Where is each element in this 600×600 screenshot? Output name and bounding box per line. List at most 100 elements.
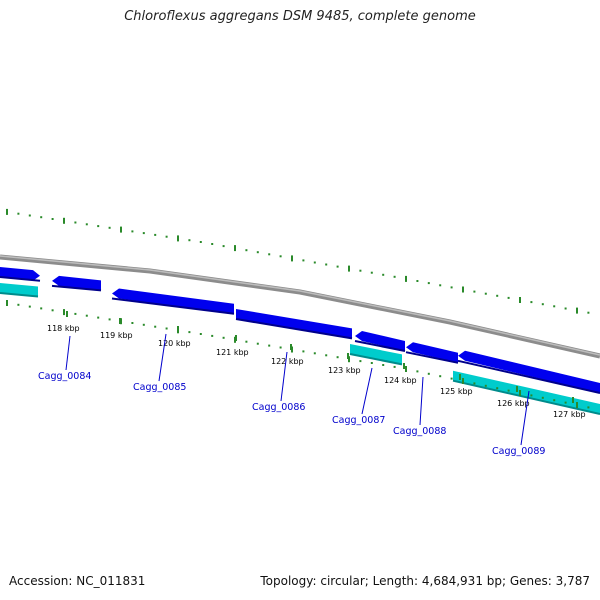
- skew-mark: [530, 394, 533, 397]
- skew-mark: [393, 275, 396, 278]
- cds-arrow: [406, 342, 458, 363]
- cds-arrow: [458, 350, 600, 393]
- skew-mark: [541, 303, 544, 306]
- skew-mark: [496, 387, 499, 390]
- skew-mark: [142, 232, 145, 235]
- skew-mark: [256, 251, 259, 254]
- skew-mark: [108, 318, 111, 321]
- skew-mark: [530, 301, 533, 304]
- tick-label: 126 kbp: [497, 399, 530, 408]
- skew-mark: [291, 255, 293, 262]
- skew-mark: [439, 284, 442, 287]
- gene-label: Cagg_0084: [38, 371, 91, 382]
- skew-mark: [142, 323, 145, 326]
- rna-arrow: [453, 370, 600, 414]
- backbone-line: [0, 254, 600, 359]
- skew-mark: [245, 340, 248, 343]
- skew-mark: [313, 352, 316, 355]
- skew-mark: [279, 346, 282, 349]
- rna-arrow-shade: [349, 353, 403, 366]
- tick-mark: [403, 363, 405, 369]
- gene-leader-line: [65, 335, 71, 371]
- gene-leader-line: [520, 390, 530, 446]
- skew-mark: [97, 316, 100, 319]
- skew-mark: [74, 312, 77, 315]
- skew-mark: [6, 208, 8, 215]
- genome-summary-text: Topology: circular; Length: 4,684,931 bp…: [260, 574, 590, 588]
- skew-mark: [484, 384, 487, 387]
- backbone-highlight: [0, 255, 600, 356]
- skew-mark: [302, 259, 305, 262]
- skew-mark: [165, 327, 168, 330]
- skew-mark: [234, 245, 236, 252]
- rna-arrow: [350, 344, 402, 365]
- tick-label: 120 kbp: [158, 339, 191, 348]
- tick-mark: [119, 318, 121, 324]
- skew-mark: [587, 406, 590, 409]
- skew-mark: [359, 269, 362, 272]
- skew-mark: [165, 235, 168, 238]
- skew-mark: [325, 354, 328, 357]
- skew-mark: [17, 303, 20, 306]
- skew-mark: [188, 331, 191, 334]
- skew-mark: [348, 265, 350, 272]
- tick-mark: [459, 374, 461, 380]
- skew-mark: [40, 307, 43, 310]
- skew-mark: [222, 245, 225, 248]
- accession-text: Accession: NC_011831: [9, 574, 146, 588]
- skew-mark: [199, 333, 202, 335]
- skew-mark: [51, 218, 54, 220]
- skew-mark: [382, 364, 385, 366]
- skew-mark: [28, 214, 31, 217]
- skew-mark: [313, 261, 316, 264]
- tick-label: 124 kbp: [384, 376, 417, 385]
- skew-mark: [427, 372, 430, 375]
- skew-mark: [97, 225, 100, 228]
- skew-mark: [120, 226, 122, 233]
- gene-label: Cagg_0085: [133, 382, 186, 393]
- cds-arrow: [112, 288, 234, 314]
- gene-labels: Cagg_0084 Cagg_0085 Cagg_0086 Cagg_0087 Cagg…: [38, 333, 545, 457]
- skew-mark: [519, 297, 521, 303]
- skew-mark: [154, 325, 157, 328]
- skew-mark: [473, 382, 476, 385]
- skew-mark: [85, 314, 88, 317]
- tick-mark: [290, 344, 292, 350]
- cds-arrow-shade: [235, 318, 353, 340]
- gene-label: Cagg_0086: [252, 402, 305, 413]
- skew-mark: [462, 286, 464, 293]
- gene-leader-line: [361, 367, 373, 415]
- tick-label: 121 kbp: [216, 348, 249, 357]
- skew-mark: [541, 396, 544, 399]
- skew-mark: [553, 305, 556, 308]
- tick-label: 122 kbp: [271, 357, 304, 366]
- tick-mark: [177, 326, 179, 332]
- skew-mark: [439, 375, 442, 378]
- skew-mark: [359, 360, 362, 363]
- skew-mark: [519, 390, 521, 396]
- skew-mark: [405, 366, 407, 372]
- cds-arrow-shade: [51, 284, 102, 292]
- rna-arrow-shade: [452, 379, 600, 415]
- skew-mark: [131, 322, 134, 324]
- skew-mark: [63, 309, 65, 316]
- cds-arrow-shade: [457, 359, 600, 394]
- tick-label: 118 kbp: [47, 324, 80, 333]
- tick-mark: [516, 386, 518, 392]
- skew-mark: [416, 280, 419, 282]
- tick-mark: [235, 335, 237, 341]
- skew-mark: [564, 307, 567, 310]
- skew-mark: [507, 389, 510, 392]
- skew-mark: [279, 255, 282, 258]
- skew-mark: [17, 212, 20, 215]
- skew-mark: [450, 377, 453, 380]
- skew-mark: [496, 294, 499, 297]
- gene-label: Cagg_0088: [393, 426, 446, 437]
- cds-arrow-shade: [354, 340, 406, 352]
- tick-label: 119 kbp: [100, 331, 133, 340]
- skew-mark: [222, 336, 225, 339]
- skew-mark: [131, 230, 134, 233]
- tick-mark: [572, 397, 574, 403]
- tick-mark: [347, 353, 349, 359]
- feature-track: [0, 267, 600, 415]
